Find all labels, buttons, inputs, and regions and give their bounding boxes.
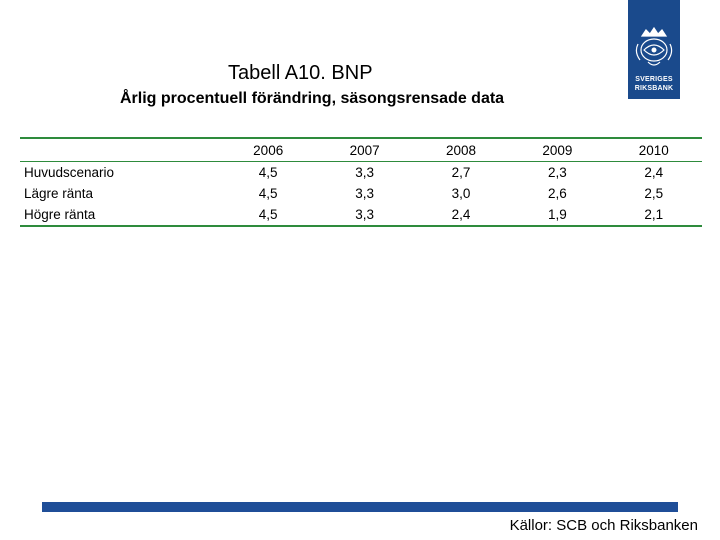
column-header: 2007 — [316, 139, 413, 162]
riksbank-logo: SVERIGES RIKSBANK — [628, 0, 680, 99]
row-label: Huvudscenario — [24, 165, 115, 180]
table-cell: 4,5 — [258, 186, 278, 201]
table-cell: 3,3 — [355, 207, 374, 222]
page-title: Tabell A10. BNP — [228, 62, 373, 84]
table-cell: 3,3 — [355, 186, 374, 201]
table-row: Högre ränta 4,5 3,3 2,4 1,9 2,1 — [20, 204, 702, 225]
source-note: Källor: SCB och Riksbanken — [509, 517, 698, 534]
crown-emblem-icon — [635, 26, 673, 66]
column-header: 2008 — [412, 139, 510, 162]
table-cell: 2,3 — [547, 165, 567, 180]
column-header — [20, 139, 220, 162]
table-cell: 2,5 — [644, 186, 664, 201]
row-label: Högre ränta — [24, 207, 96, 222]
table-header-row: 2006 2007 2008 2009 2010 — [20, 139, 702, 162]
footer-bar — [42, 502, 678, 512]
bnp-table: 2006 2007 2008 2009 2010 Huvudscenario 4… — [20, 137, 702, 227]
table-row: Huvudscenario 4,5 3,3 2,7 2,3 2,4 — [20, 162, 702, 184]
table-cell: 2,4 — [451, 207, 471, 222]
page-subtitle: Årlig procentuell förändring, säsongsren… — [120, 90, 505, 107]
column-header: 2010 — [605, 139, 702, 162]
row-label: Lägre ränta — [24, 186, 94, 201]
table-cell: 3,0 — [451, 186, 471, 201]
logo-text-line1: SVERIGES — [635, 76, 673, 83]
logo-text-line2: RIKSBANK — [634, 85, 674, 92]
table-cell: 4,5 — [258, 165, 278, 180]
table-cell: 4,5 — [258, 207, 278, 222]
table-cell: 2,7 — [451, 165, 471, 180]
table-cell: 3,3 — [355, 165, 374, 180]
column-header: 2006 — [220, 139, 317, 162]
column-header: 2009 — [509, 139, 606, 162]
table-cell: 2,6 — [547, 186, 567, 201]
table-cell: 1,9 — [547, 207, 567, 222]
table-cell: 2,1 — [644, 207, 664, 222]
table-cell: 2,4 — [644, 165, 664, 180]
table-row: Lägre ränta 4,5 3,3 3,0 2,6 2,5 — [20, 183, 702, 204]
